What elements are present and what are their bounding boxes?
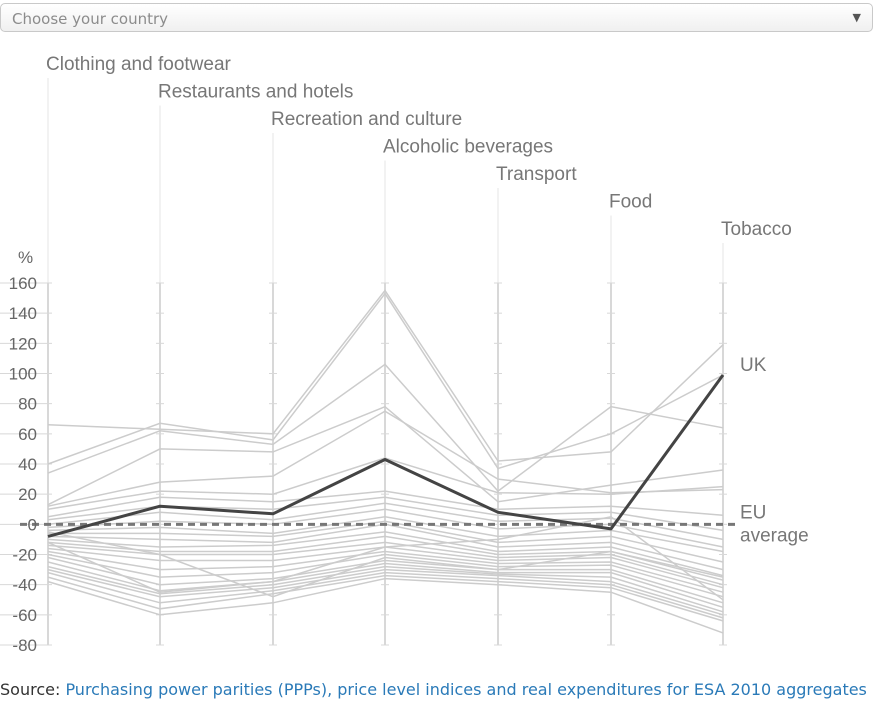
country-line[interactable] xyxy=(48,520,724,563)
y-tick-label: -20 xyxy=(12,546,37,565)
y-tick-label: 140 xyxy=(9,304,37,323)
country-line[interactable] xyxy=(47,571,724,619)
country-selector-placeholder: Choose your country xyxy=(12,10,169,28)
country-line[interactable] xyxy=(47,561,724,609)
y-tick-label: -40 xyxy=(12,576,37,595)
y-tick-label: 100 xyxy=(9,365,37,384)
axis-label-food: Food xyxy=(609,192,652,213)
axis-label-recreation-and-culture: Recreation and culture xyxy=(271,109,462,130)
country-line[interactable] xyxy=(47,502,724,541)
axis-label-restaurants-and-hotels: Restaurants and hotels xyxy=(158,82,353,103)
caret-down-icon[interactable]: ▼ xyxy=(852,11,861,24)
y-tick-label: 40 xyxy=(18,455,37,474)
country-line[interactable] xyxy=(47,531,724,577)
source-prefix: Source: xyxy=(0,680,66,699)
country-line[interactable] xyxy=(47,457,724,511)
country-line[interactable] xyxy=(47,556,724,604)
y-tick-label: -80 xyxy=(12,636,37,655)
country-line[interactable] xyxy=(47,490,724,518)
y-tick-label: 0 xyxy=(28,515,37,534)
axis-label-transport: Transport xyxy=(496,164,577,185)
source-note: Source: Purchasing power parities (PPPs)… xyxy=(0,680,867,699)
country-line[interactable] xyxy=(47,550,724,593)
y-tick-label: 120 xyxy=(9,334,37,353)
source-link[interactable]: Purchasing power parities (PPPs), price … xyxy=(65,680,867,699)
y-tick-label: 20 xyxy=(18,485,37,504)
axis-label-tobacco: Tobacco xyxy=(721,219,792,240)
axis-label-clothing-and-footwear: Clothing and footwear xyxy=(46,54,232,75)
country-line[interactable] xyxy=(47,363,724,493)
country-line[interactable] xyxy=(47,531,724,598)
highlight-line-uk[interactable] xyxy=(47,374,725,538)
country-selector[interactable]: Choose your country ▼ xyxy=(0,3,873,32)
country-line[interactable] xyxy=(47,292,724,470)
country-line[interactable] xyxy=(47,515,724,601)
y-tick-label: 160 xyxy=(9,274,37,293)
highlight-label-uk: UK xyxy=(740,355,767,376)
y-tick-label: -60 xyxy=(12,606,37,625)
y-tick-label: 80 xyxy=(18,395,37,414)
country-line[interactable] xyxy=(47,516,724,553)
country-line[interactable] xyxy=(47,289,724,462)
country-line[interactable] xyxy=(47,410,724,507)
parallel-coordinates-chart: Clothing and footwear Restaurants and hot… xyxy=(0,54,809,655)
country-line[interactable] xyxy=(47,574,724,622)
eu-average-label: EU xyxy=(740,502,766,523)
country-line[interactable] xyxy=(47,553,724,598)
country-line[interactable] xyxy=(47,405,724,506)
country-line[interactable] xyxy=(47,565,724,613)
country-line[interactable] xyxy=(47,568,724,616)
country-line[interactable] xyxy=(47,577,724,634)
eu-average-label-line2: average xyxy=(740,525,809,546)
unit-label: % xyxy=(18,248,33,267)
axis-label-alcoholic-beverages: Alcoholic beverages xyxy=(383,137,553,158)
y-tick-label: 60 xyxy=(18,425,37,444)
